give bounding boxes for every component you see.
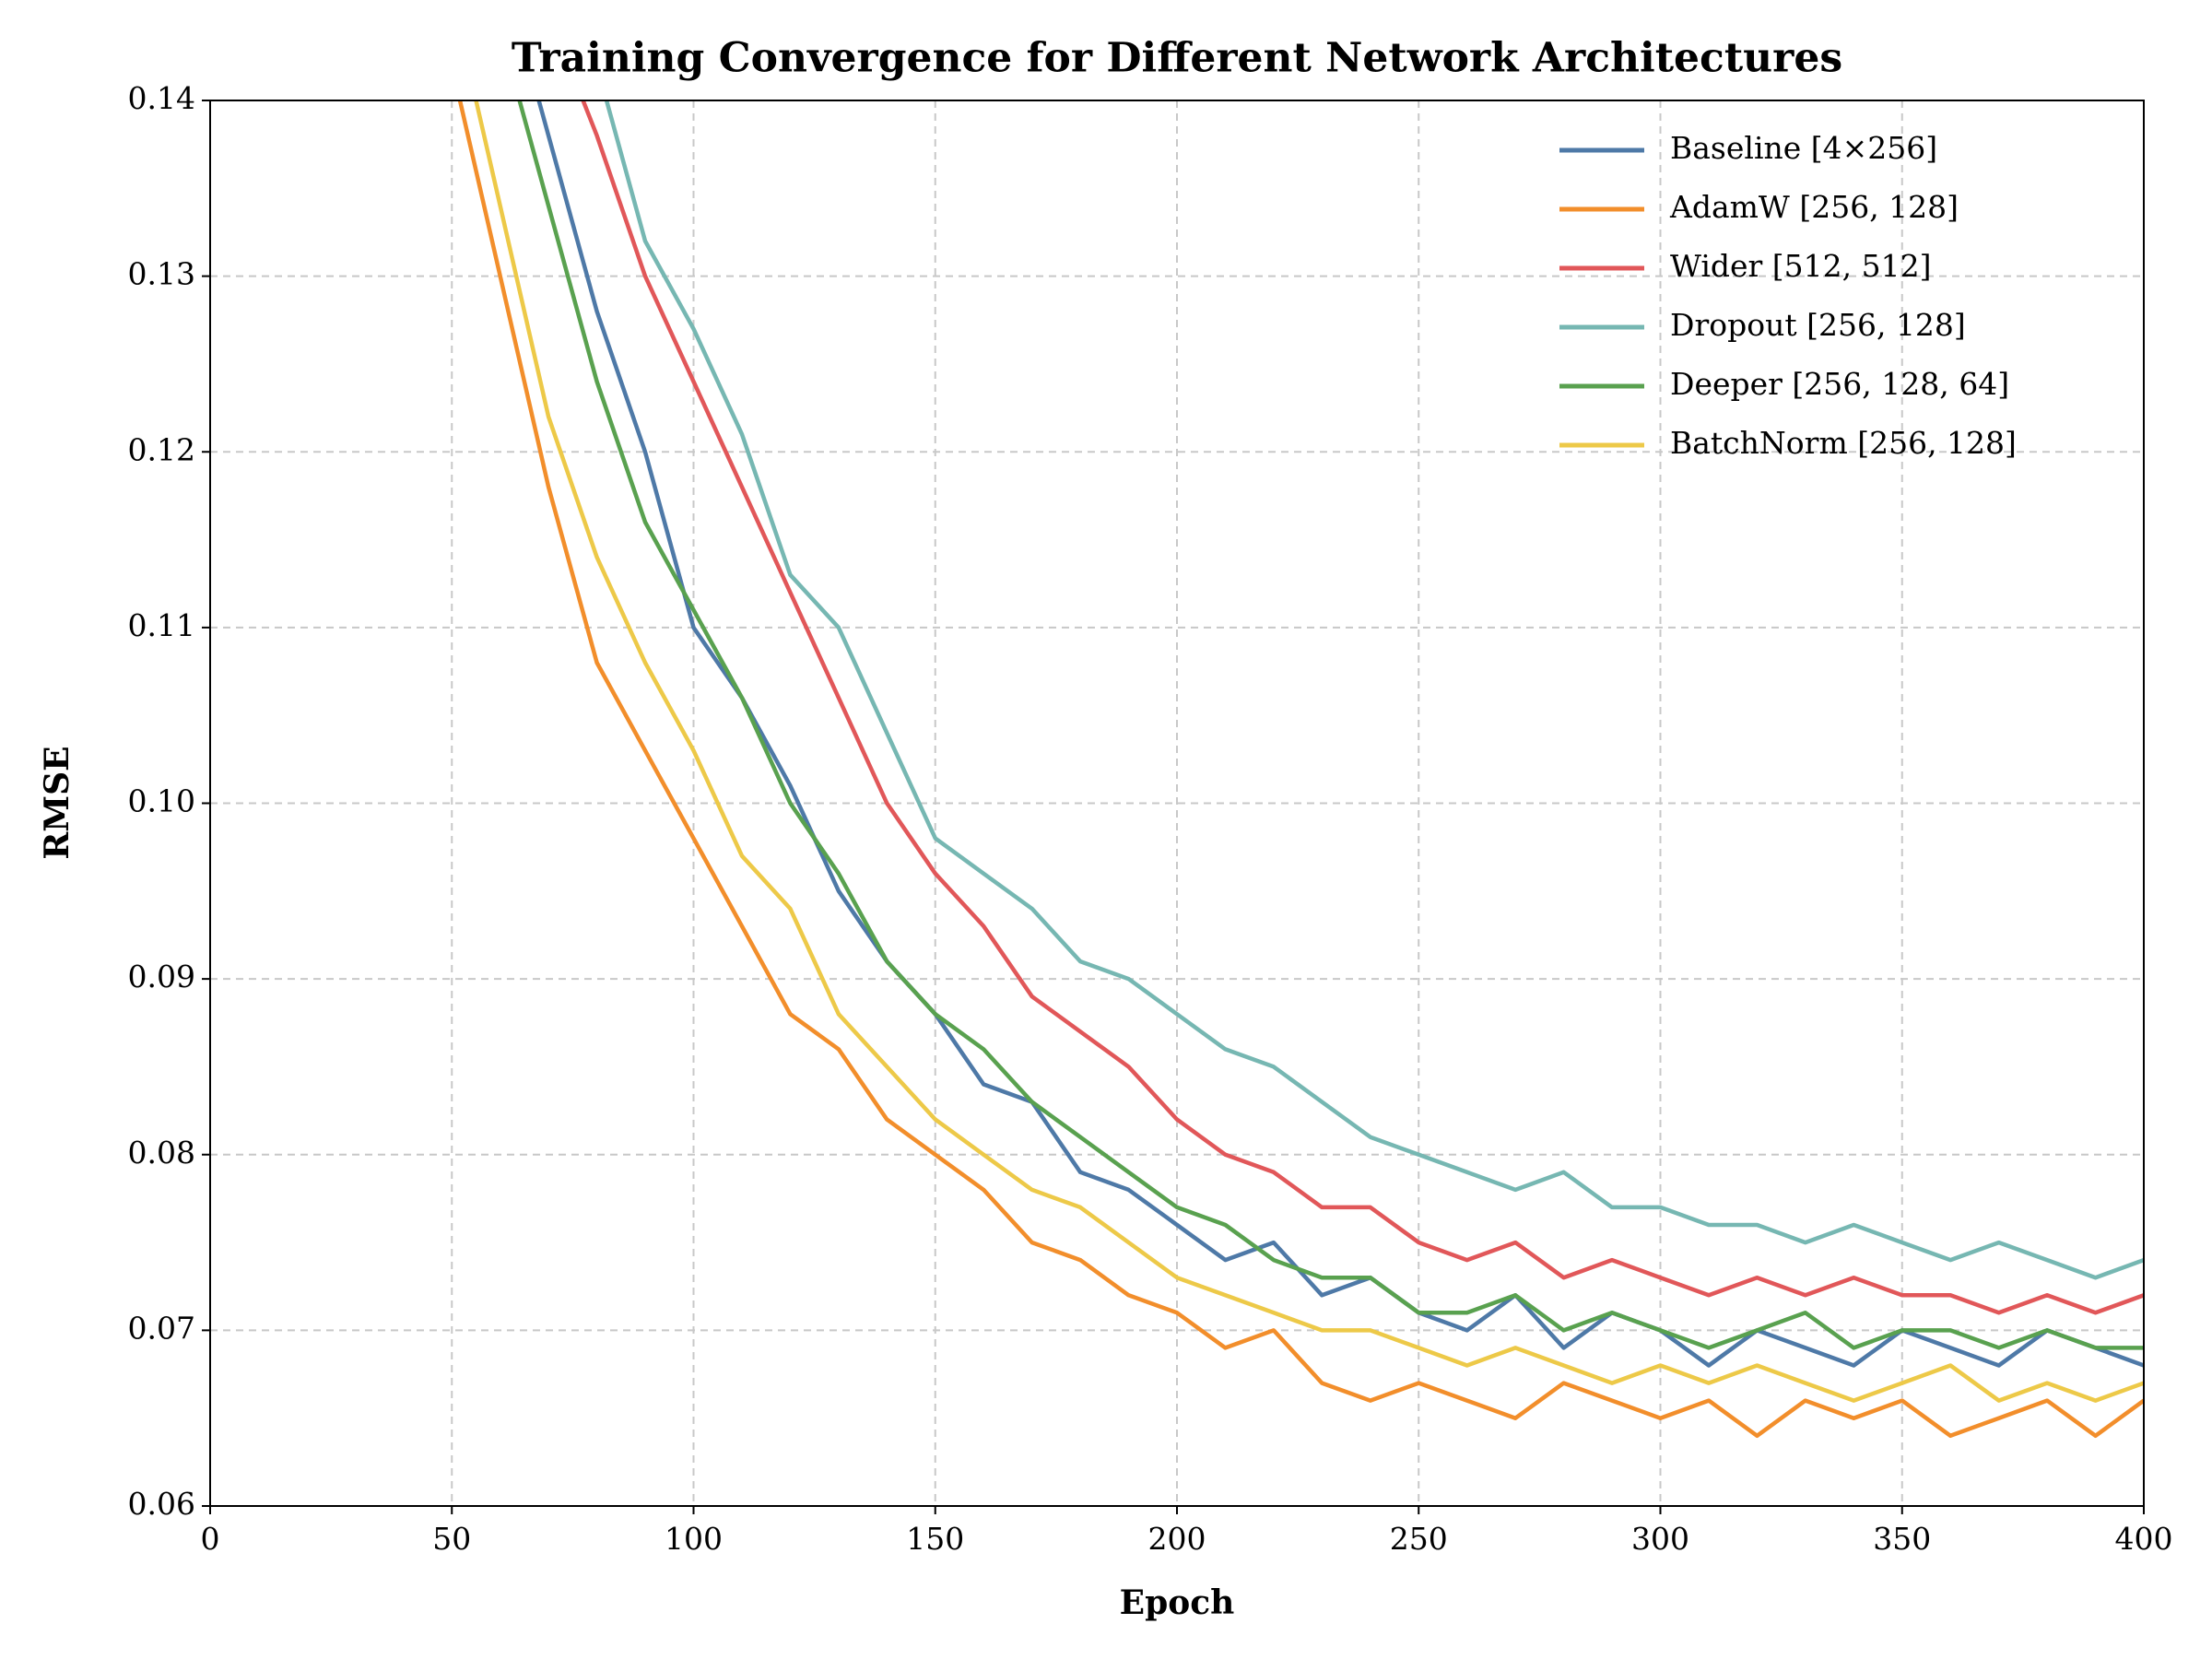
- series-line: [474, 100, 2144, 1403]
- x-tick-label: 50: [432, 1521, 471, 1557]
- x-axis-label: Epoch: [1120, 1583, 1235, 1622]
- y-tick-label: 0.09: [128, 959, 195, 994]
- x-tick-label: 250: [1390, 1521, 1448, 1557]
- x-tick-label: 200: [1148, 1521, 1206, 1557]
- legend-label: AdamW [256, 128]: [1669, 189, 1959, 225]
- series-line: [604, 100, 2144, 1280]
- series-line: [517, 100, 2144, 1350]
- x-tick-label: 0: [201, 1521, 220, 1557]
- x-tick-label: 150: [906, 1521, 964, 1557]
- legend-label: BatchNorm [256, 128]: [1670, 425, 2017, 461]
- plot-lines: [457, 100, 2144, 1439]
- y-tick-label: 0.08: [128, 1135, 195, 1171]
- y-tick-label: 0.07: [128, 1310, 195, 1346]
- x-tick-label: 100: [665, 1521, 723, 1557]
- y-tick-label: 0.11: [128, 607, 195, 643]
- x-tick-label: 350: [1873, 1521, 1931, 1557]
- x-tick-label: 300: [1631, 1521, 1689, 1557]
- x-tick-label: 400: [2115, 1521, 2173, 1557]
- y-tick-label: 0.10: [128, 783, 195, 819]
- y-tick-label: 0.13: [128, 256, 195, 292]
- y-axis-label: RMSE: [38, 746, 76, 859]
- y-tick-label: 0.14: [128, 80, 195, 116]
- series-line: [581, 100, 2144, 1315]
- legend-label: Wider [512, 512]: [1670, 248, 1932, 284]
- y-tick-label: 0.12: [128, 431, 195, 467]
- y-tick-label: 0.06: [128, 1486, 195, 1522]
- legend-label: Deeper [256, 128, 64]: [1670, 366, 2009, 402]
- plot-frame: [209, 100, 2145, 1507]
- chart-title: Training Convergence for Different Netwo…: [512, 35, 1842, 82]
- legend-label: Baseline [4×256]: [1670, 130, 1937, 166]
- series-line: [457, 100, 2144, 1439]
- legend-label: Dropout [256, 128]: [1670, 307, 1966, 343]
